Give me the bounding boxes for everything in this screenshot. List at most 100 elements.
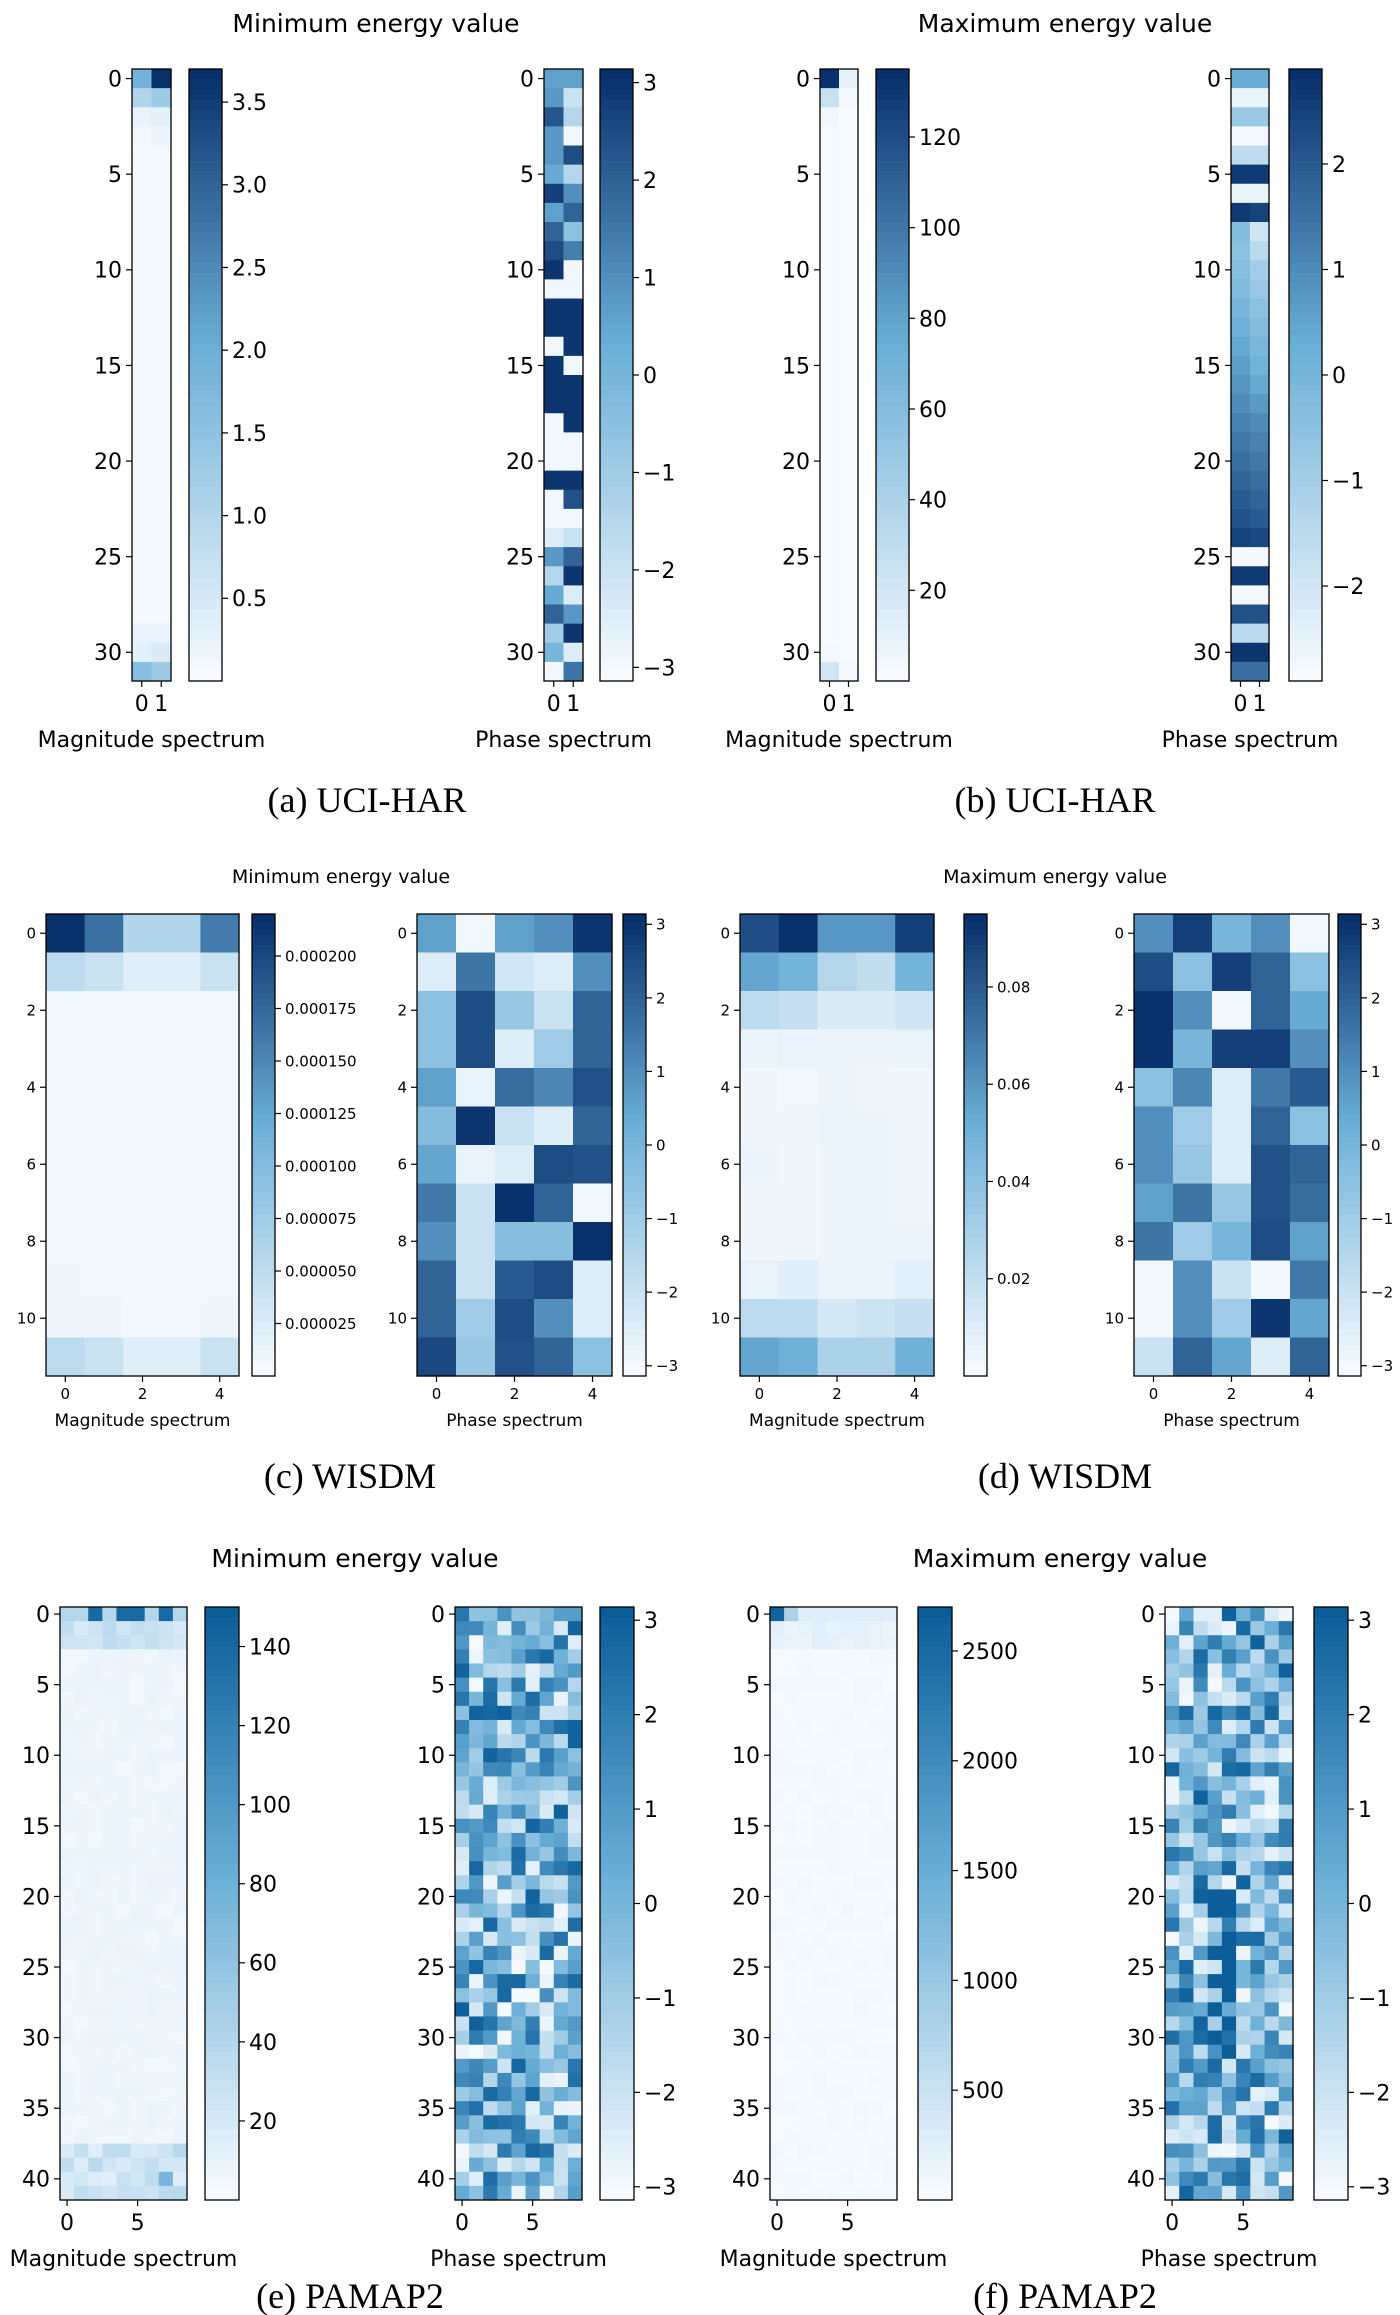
y-tick-label: 5 (796, 163, 810, 188)
heatmap-cell (553, 1677, 569, 1693)
colorbar-swatch (600, 517, 633, 529)
heatmap-cell (469, 2058, 484, 2074)
heatmap-cell (882, 1635, 898, 1650)
colorbar-swatch (1289, 660, 1322, 672)
heatmap-cell (455, 1762, 470, 1778)
heatmap-cell (102, 1663, 118, 1679)
heatmap-cell (1236, 1988, 1251, 2003)
heatmap-cell (1134, 1260, 1174, 1300)
heatmap-cell (840, 1804, 856, 1820)
colorbar-swatch (189, 630, 222, 641)
heatmap-cell (573, 1260, 613, 1300)
heatmap-cell (553, 2002, 569, 2018)
heatmap-cell (839, 107, 859, 127)
heatmap-cell (102, 1691, 118, 1707)
heatmap-cell (839, 470, 859, 491)
heatmap-cell (123, 914, 163, 954)
heatmap-cell (511, 2115, 527, 2131)
colorbar-tick-label: 2.0 (232, 339, 267, 364)
heatmap-cell (817, 1029, 857, 1069)
heatmap-cell (74, 1748, 89, 1763)
heatmap-cell (553, 1861, 569, 1876)
heatmap-cell (798, 1748, 813, 1763)
colorbar-swatch (918, 1686, 952, 1697)
colorbar-tick-label: 1.0 (232, 505, 267, 530)
heatmap-cell (868, 2030, 884, 2046)
heatmap-cell (840, 2087, 856, 2102)
colorbar-swatch (600, 140, 633, 152)
heatmap-cell (1231, 451, 1251, 472)
heatmap-cell (46, 914, 86, 954)
colorbar-swatch (964, 1114, 987, 1123)
colorbar-swatch (600, 1962, 634, 1974)
colorbar-swatch (1338, 975, 1361, 985)
heatmap-cell (868, 1663, 884, 1679)
heatmap-cell (784, 1748, 799, 1763)
colorbar-swatch (600, 252, 633, 264)
colorbar-swatch (600, 1607, 634, 1618)
heatmap-cell (812, 2030, 828, 2046)
colorbar-swatch (189, 211, 222, 223)
heatmap-cell (46, 1222, 86, 1262)
colorbar-swatch (623, 1083, 646, 1092)
heatmap-cell (116, 2016, 132, 2032)
heatmap-cell (840, 1691, 856, 1707)
heatmap-cell (74, 2101, 89, 2116)
heatmap-cell (172, 1988, 188, 2003)
heatmap-cell (1193, 1790, 1209, 1806)
heatmap-cell (1231, 336, 1251, 357)
heatmap-cell (455, 1635, 470, 1650)
heatmap-cell (868, 1974, 884, 1989)
heatmap-cell (483, 2115, 498, 2131)
heatmap-cell (469, 1847, 484, 1862)
heatmap-cell (553, 1762, 569, 1778)
heatmap-cell (1264, 1832, 1280, 1848)
colorbar-tick-label: −3 (643, 656, 675, 681)
colorbar-swatch (623, 1029, 646, 1038)
colorbar-swatch (964, 1229, 987, 1239)
heatmap-cell (882, 1832, 898, 1848)
colorbar-swatch (918, 1893, 952, 1905)
heatmap-cell (1231, 355, 1251, 376)
heatmap-cell (151, 413, 172, 433)
heatmap-cell (158, 1607, 174, 1622)
heatmap-cell (483, 1832, 498, 1848)
colorbar-swatch (252, 1014, 275, 1023)
heatmap-cell (553, 1663, 569, 1679)
colorbar-swatch (623, 937, 646, 946)
heatmap-cell (88, 1621, 103, 1636)
colorbar-swatch (252, 1368, 275, 1377)
heatmap-cell (417, 1337, 457, 1377)
heatmap-cell (130, 1917, 146, 1933)
heatmap-cell (784, 1607, 799, 1622)
heatmap-cell (158, 1621, 174, 1636)
colorbar-swatch (1289, 283, 1322, 295)
colorbar-swatch (600, 538, 633, 550)
heatmap-cell (88, 1607, 103, 1622)
colorbar-swatch (252, 1083, 275, 1092)
colorbar-swatch (964, 975, 987, 985)
heatmap-cell (483, 1621, 498, 1636)
heatmap-cell (798, 1889, 813, 1905)
heatmap-cell (840, 2171, 856, 2187)
heatmap-cell (1231, 394, 1251, 414)
heatmap-cell (200, 1183, 240, 1223)
heatmap-cell (469, 2185, 484, 2201)
heatmap-cell (1221, 1804, 1237, 1820)
subfigure-caption: (c) WISDM (264, 1456, 436, 1496)
colorbar-tick-label: 0.06 (997, 1076, 1030, 1094)
y-tick-label: 40 (417, 2168, 445, 2193)
colorbar-swatch (600, 1804, 634, 1816)
colorbar-swatch (918, 1814, 952, 1826)
heatmap-cell (854, 2129, 870, 2145)
heatmap-cell (1179, 1663, 1195, 1679)
heatmap-cell (74, 1945, 89, 1961)
heatmap-cell (1165, 1776, 1180, 1792)
heatmap-cell (158, 1847, 174, 1862)
heatmap-cell (553, 1847, 569, 1862)
heatmap-cell (812, 1734, 828, 1749)
heatmap-cell (130, 1945, 146, 1961)
colorbar-swatch (252, 1191, 275, 1200)
